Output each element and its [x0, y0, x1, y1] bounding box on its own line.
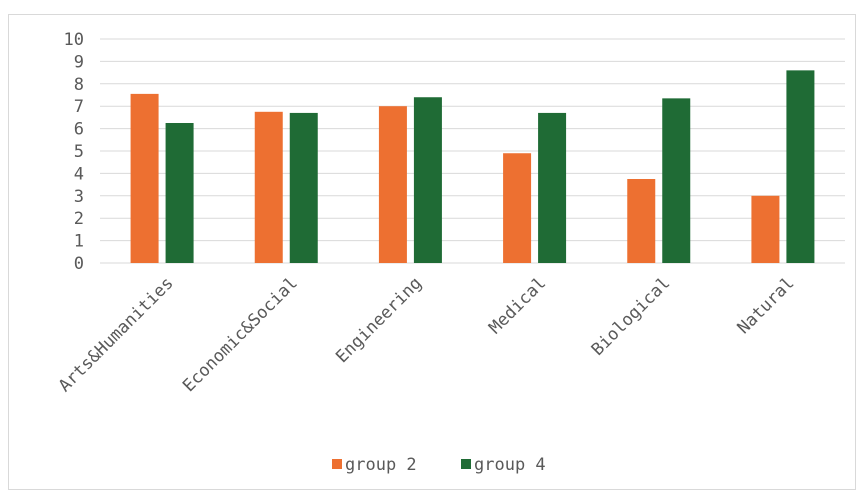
bars	[130, 70, 815, 264]
bar-group-2-medical	[503, 153, 532, 263]
bar-group-4-engineering	[413, 97, 442, 264]
y-tick-label: 6	[74, 120, 84, 140]
x-category-label: Biological	[588, 273, 675, 360]
y-tick-label: 1	[74, 232, 84, 252]
x-category-label: Engineering	[332, 273, 426, 367]
x-category-label: Economic&Social	[179, 273, 302, 396]
legend-label: group 4	[474, 455, 546, 475]
y-tick-label: 5	[74, 142, 84, 162]
bar-group-2-engineering	[378, 106, 407, 263]
x-category-label: Arts&Humanities	[55, 273, 178, 396]
bar-group-4-natural	[786, 70, 815, 263]
legend-swatch	[461, 459, 471, 469]
y-tick-label: 7	[74, 97, 84, 117]
gridlines	[100, 38, 845, 264]
x-axis-categories: Arts&Humanities Economic&Social Engineerin…	[55, 273, 799, 396]
y-axis-ticks: 01 23 456 78 910	[64, 30, 84, 274]
y-tick-label: 0	[74, 254, 84, 274]
y-tick-label: 3	[74, 187, 84, 207]
bar-group-4-biological	[662, 98, 691, 263]
bar-group-2-economic-social	[254, 111, 283, 263]
bar-group-4-economic-social	[289, 112, 318, 263]
y-tick-label: 8	[74, 75, 84, 95]
x-category-label: Medical	[485, 273, 550, 338]
y-tick-label: 10	[64, 30, 84, 50]
y-tick-label: 4	[74, 164, 84, 184]
bar-group-4-arts-humanities	[165, 123, 194, 263]
bar-group-2-natural	[751, 195, 780, 263]
y-tick-label: 9	[74, 52, 84, 72]
legend: group 2 group 4	[332, 455, 546, 475]
y-tick-label: 2	[74, 209, 84, 229]
legend-swatch	[332, 459, 342, 469]
bar-group-2-arts-humanities	[130, 93, 159, 263]
x-category-label: Natural	[734, 273, 799, 338]
bar-group-4-medical	[538, 112, 567, 263]
bar-group-2-biological	[627, 179, 656, 263]
legend-label: group 2	[345, 455, 417, 475]
